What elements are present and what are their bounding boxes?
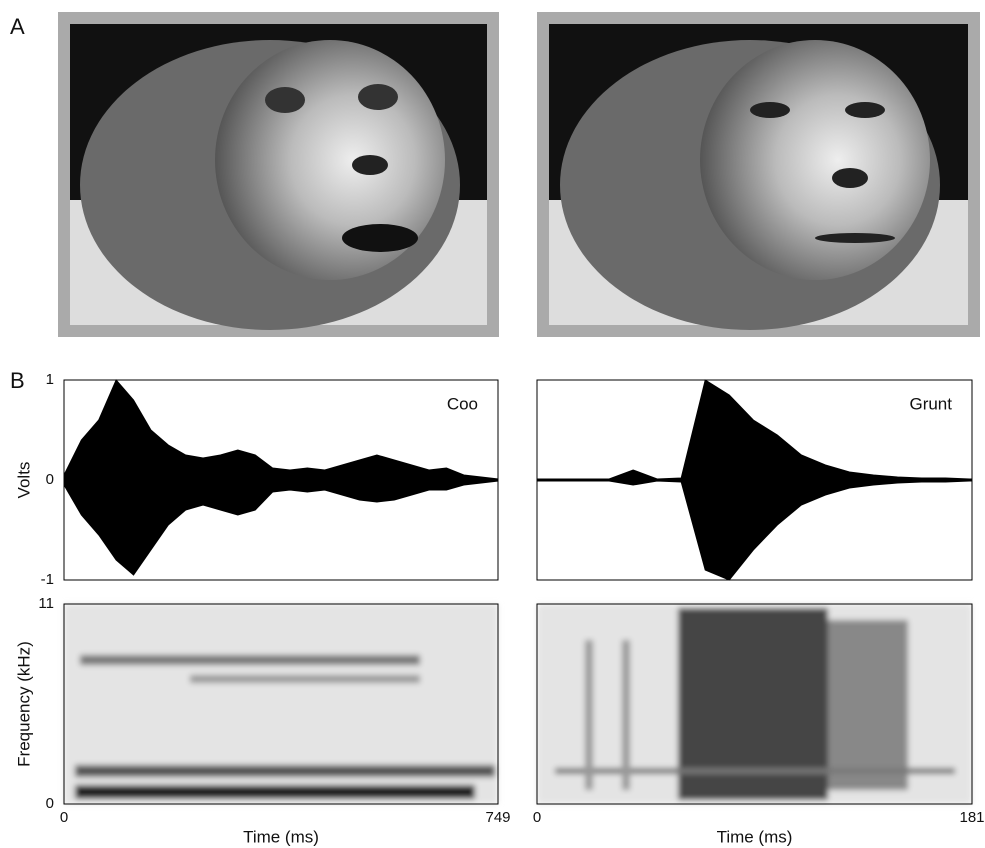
spectrogram-image: [64, 604, 972, 804]
y-tick-label: 11: [38, 595, 54, 612]
y-axis-label: Frequency (kHz): [14, 641, 33, 767]
panel-label: B: [10, 368, 25, 393]
plot-frame: [536, 379, 973, 581]
x-tick-label: 749: [485, 809, 510, 826]
plot-frame: [536, 603, 973, 805]
x-tick-label: 181: [959, 809, 984, 826]
photo: [58, 12, 499, 337]
waveform-area: [536, 479, 973, 581]
y-tick-label: 1: [46, 371, 54, 388]
panel-label: A: [10, 14, 25, 39]
y-tick-label: -1: [41, 571, 54, 588]
y-tick-label: 0: [46, 471, 54, 488]
x-tick-label: 0: [60, 809, 68, 826]
call-label: Coo: [447, 394, 478, 413]
x-tick-label: 0: [533, 809, 541, 826]
call-label: Grunt: [909, 394, 952, 413]
plot-frame: [63, 603, 499, 805]
y-tick-label: 0: [46, 795, 54, 812]
waveform-area: [63, 479, 499, 576]
photo: [537, 12, 980, 337]
x-axis-label: Time (ms): [243, 827, 319, 846]
y-axis-label: Volts: [14, 462, 33, 499]
waveform-area: [63, 379, 499, 481]
x-axis-label: Time (ms): [717, 827, 793, 846]
waveform-area: [536, 379, 973, 481]
